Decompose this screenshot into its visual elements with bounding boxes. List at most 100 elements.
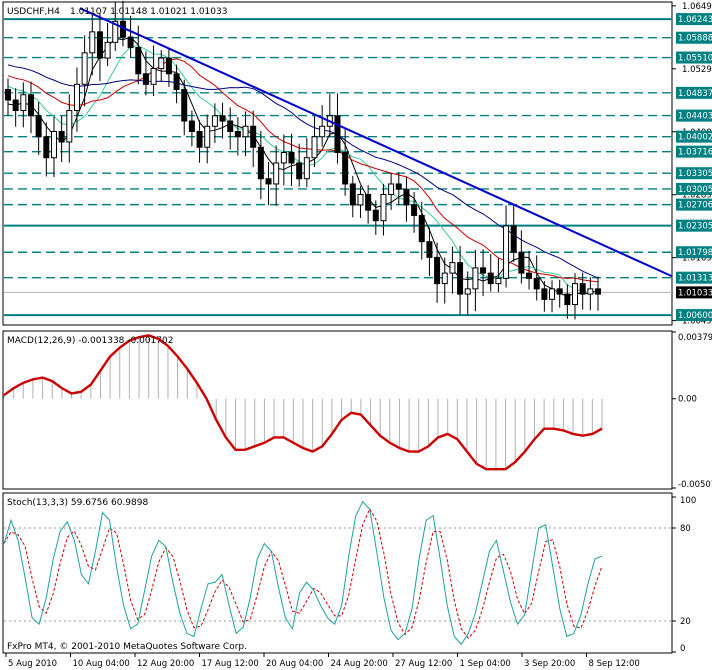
macd-tick-label: 0.00 bbox=[678, 395, 697, 405]
candle-body bbox=[579, 283, 586, 295]
candle-body bbox=[66, 110, 73, 143]
candle-body bbox=[303, 157, 310, 180]
candle-body bbox=[158, 57, 165, 70]
level-price-box bbox=[676, 309, 712, 322]
candle-body bbox=[380, 193, 387, 222]
candle-body bbox=[27, 94, 34, 117]
level-price-label: 1.02305 bbox=[678, 222, 712, 232]
candle-body bbox=[434, 256, 441, 285]
candle-body bbox=[150, 68, 157, 85]
current-price-box bbox=[676, 286, 712, 299]
candle-body bbox=[541, 288, 548, 300]
candle-body bbox=[472, 267, 479, 290]
macd-tick-label: 0.00379 bbox=[678, 333, 712, 343]
candle-body bbox=[112, 20, 119, 43]
macd-tick-label: -0.00507 bbox=[678, 480, 712, 490]
level-price-label: 1.03716 bbox=[678, 148, 712, 158]
candle-body bbox=[165, 57, 172, 75]
candle-body bbox=[288, 151, 295, 164]
candle-body bbox=[81, 52, 88, 85]
level-price-label: 1.01798 bbox=[678, 248, 712, 258]
candle-body bbox=[487, 272, 494, 285]
current-price-label: 1.01033 bbox=[678, 288, 712, 298]
level-price-label: 1.05510 bbox=[678, 54, 712, 64]
candle-body bbox=[250, 125, 257, 148]
time-tick-label: 27 Aug 12:00 bbox=[395, 659, 452, 669]
level-price-box bbox=[676, 109, 712, 122]
price-tick-label: 1.02895 bbox=[682, 191, 712, 201]
candle-body bbox=[457, 262, 464, 295]
ma-navy-line bbox=[7, 64, 599, 279]
candle-body bbox=[372, 209, 379, 222]
candle-body bbox=[395, 183, 402, 190]
trendline bbox=[79, 7, 673, 278]
level-price-label: 1.04002 bbox=[678, 133, 712, 143]
watermark: FxPro MT4, © 2001-2010 MetaQuotes Softwa… bbox=[7, 642, 247, 652]
candle-body bbox=[449, 262, 456, 274]
candle-body bbox=[5, 89, 11, 101]
candle-body bbox=[142, 73, 149, 85]
level-price-label: 1.00600 bbox=[678, 311, 712, 321]
level-price-label: 1.05888 bbox=[678, 34, 712, 44]
macd-line bbox=[3, 334, 603, 471]
time-tick-label: 10 Aug 04:00 bbox=[73, 659, 130, 669]
candle-body bbox=[280, 151, 287, 164]
macd-title: MACD(12,26,9) -0.001338 -0.001702 bbox=[7, 336, 173, 346]
level-price-box bbox=[676, 86, 712, 99]
candle-body bbox=[58, 131, 65, 143]
candle-body bbox=[35, 115, 42, 138]
level-price-label: 1.04403 bbox=[678, 112, 712, 122]
candle-body bbox=[334, 115, 341, 153]
candle-body bbox=[518, 251, 525, 274]
level-price-box bbox=[676, 246, 712, 259]
candle-body bbox=[20, 94, 27, 112]
level-price-box bbox=[676, 167, 712, 180]
candle-body bbox=[257, 146, 264, 180]
time-tick-label: 20 Aug 04:00 bbox=[266, 659, 323, 669]
ma-green-line bbox=[7, 45, 599, 294]
stoch-tick-label: 20 bbox=[680, 617, 691, 627]
candle-body bbox=[127, 36, 134, 49]
price-tick-label: 1.01695 bbox=[682, 254, 712, 264]
level-price-label: 1.06243 bbox=[678, 15, 712, 25]
candle-body bbox=[73, 83, 80, 112]
time-tick-label: 8 Sep 12:00 bbox=[589, 659, 640, 669]
time-tick-label: 3 Sep 20:00 bbox=[524, 659, 575, 669]
candle-body bbox=[526, 272, 533, 279]
candle-body bbox=[572, 283, 579, 306]
candle-body bbox=[211, 115, 218, 127]
price-tick-label: 1.06495 bbox=[682, 2, 712, 12]
level-price-box bbox=[676, 51, 712, 64]
candle-body bbox=[595, 288, 601, 295]
candle-body bbox=[265, 178, 272, 185]
level-price-label: 1.03005 bbox=[678, 185, 712, 195]
candle-body bbox=[495, 277, 502, 285]
level-price-box bbox=[676, 219, 712, 232]
level-price-box bbox=[676, 182, 712, 195]
candle-body bbox=[173, 73, 180, 91]
stoch-title: Stoch(13,3,3) 59.6756 60.9898 bbox=[7, 498, 148, 508]
candle-body bbox=[234, 131, 241, 138]
time-tick-label: 5 Aug 2010 bbox=[8, 659, 57, 669]
stoch-tick-label: 80 bbox=[680, 524, 691, 534]
time-tick-label: 1 Sep 04:00 bbox=[460, 659, 511, 669]
stoch-main-line bbox=[3, 500, 603, 646]
level-price-box bbox=[676, 271, 712, 284]
candle-body bbox=[418, 214, 425, 243]
candle-body bbox=[510, 225, 517, 253]
candle-body bbox=[357, 193, 364, 206]
candle-body bbox=[43, 136, 50, 159]
level-price-label: 1.04837 bbox=[678, 89, 712, 99]
candle-body bbox=[50, 131, 57, 159]
candle-body bbox=[227, 120, 234, 133]
stoch-tick-label: 100 bbox=[680, 496, 696, 506]
level-price-box bbox=[676, 130, 712, 143]
level-price-box bbox=[676, 145, 712, 158]
level-price-label: 1.03305 bbox=[678, 169, 712, 179]
candle-body bbox=[564, 293, 571, 306]
candle-body bbox=[242, 125, 249, 138]
candle-body bbox=[365, 193, 372, 211]
candle-body bbox=[388, 183, 395, 195]
symbol-title: USDCHF,H4 bbox=[7, 7, 60, 17]
ma-red-line bbox=[7, 58, 599, 283]
